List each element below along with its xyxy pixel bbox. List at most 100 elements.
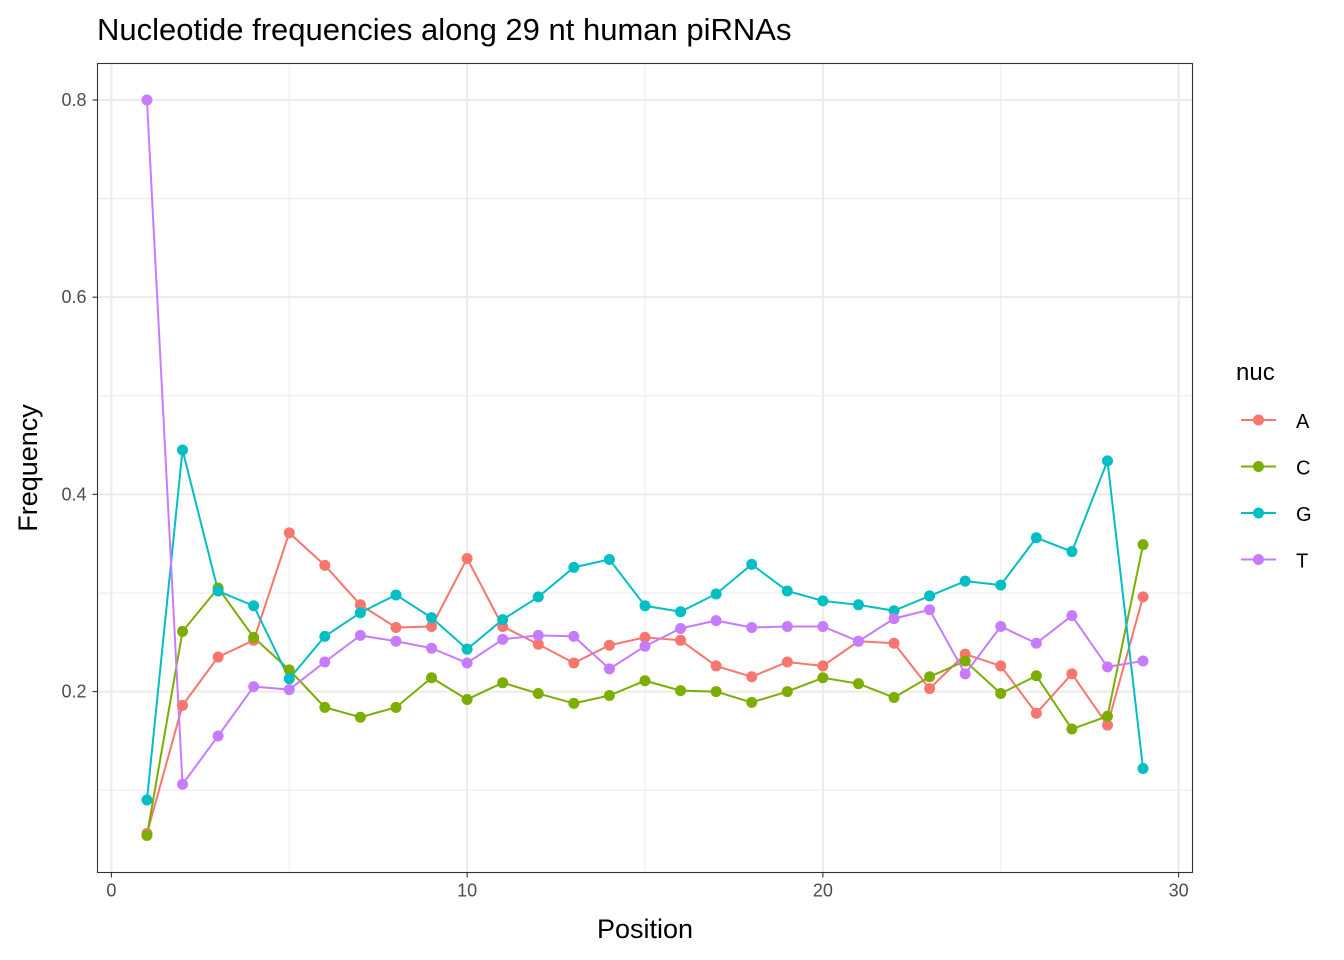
data-point-T	[959, 668, 971, 680]
data-point-A	[639, 631, 651, 643]
data-point-C	[1101, 710, 1113, 722]
data-point-T	[817, 620, 829, 632]
data-point-T	[1101, 661, 1113, 673]
grid	[97, 63, 1193, 873]
data-point-G	[746, 558, 758, 570]
data-point-T	[568, 630, 580, 642]
data-point-T	[995, 620, 1007, 632]
data-point-T	[532, 629, 544, 641]
data-point-A	[1030, 707, 1042, 719]
data-point-T	[710, 615, 722, 627]
data-point-A	[212, 651, 224, 663]
data-point-A	[532, 638, 544, 650]
x-tick-label: 30	[1169, 881, 1189, 901]
data-point-C	[995, 688, 1007, 700]
data-point-T	[603, 663, 615, 675]
data-point-C	[710, 686, 722, 698]
data-point-T	[319, 656, 331, 668]
data-point-G	[568, 561, 580, 573]
data-point-T	[141, 94, 153, 106]
data-point-G	[532, 591, 544, 603]
data-point-G	[1137, 762, 1149, 774]
data-point-G	[461, 643, 473, 655]
data-point-G	[319, 630, 331, 642]
chart-title: Nucleotide frequencies along 29 nt human…	[97, 12, 791, 47]
data-point-C	[319, 701, 331, 713]
data-point-G	[959, 575, 971, 587]
legend-label-G: G	[1296, 504, 1312, 526]
data-point-A	[888, 637, 900, 649]
data-point-T	[639, 640, 651, 652]
data-point-G	[497, 614, 509, 626]
data-point-A	[461, 552, 473, 564]
y-tick-label: 0.2	[61, 682, 86, 702]
data-point-C	[1066, 723, 1078, 735]
data-point-G	[603, 553, 615, 565]
data-point-C	[675, 685, 687, 697]
data-point-A	[354, 599, 366, 611]
data-point-T	[248, 681, 260, 693]
data-point-T	[675, 622, 687, 634]
data-point-G	[1101, 455, 1113, 467]
data-point-A	[568, 657, 580, 669]
data-point-A	[1101, 719, 1113, 731]
data-point-T	[924, 604, 936, 616]
y-tick-label: 0.6	[61, 287, 86, 307]
data-point-G	[248, 600, 260, 612]
data-point-G	[995, 579, 1007, 591]
data-point-A	[426, 620, 438, 632]
data-point-C	[568, 697, 580, 709]
panel-border	[96, 62, 1194, 874]
data-point-T	[354, 629, 366, 641]
data-point-T	[426, 642, 438, 654]
legend-label-C: C	[1296, 458, 1310, 480]
y-tick-label: 0.8	[61, 90, 86, 110]
data-point-C	[426, 672, 438, 684]
data-point-G	[924, 590, 936, 602]
legend-key-point-T	[1253, 554, 1264, 565]
data-point-A	[390, 621, 402, 633]
data-point-C	[639, 675, 651, 687]
data-point-C	[603, 690, 615, 702]
data-point-G	[675, 606, 687, 618]
data-point-A	[1066, 668, 1078, 680]
data-point-C	[390, 701, 402, 713]
data-point-C	[781, 686, 793, 698]
data-point-T	[461, 657, 473, 669]
data-point-T	[852, 635, 864, 647]
data-point-C	[141, 830, 153, 842]
data-point-A	[781, 656, 793, 668]
data-point-C	[746, 696, 758, 708]
x-tick-label: 10	[457, 881, 477, 901]
data-point-G	[852, 599, 864, 611]
data-point-A	[995, 660, 1007, 672]
y-axis-label: Frequency	[13, 404, 43, 532]
data-point-T	[781, 620, 793, 632]
data-point-G	[212, 585, 224, 597]
data-point-T	[212, 730, 224, 742]
data-point-C	[959, 655, 971, 667]
data-point-G	[639, 600, 651, 612]
data-point-C	[177, 625, 189, 637]
data-point-G	[283, 673, 295, 685]
legend-key-point-C	[1253, 461, 1264, 472]
data-point-G	[177, 444, 189, 456]
data-point-C	[852, 678, 864, 690]
data-point-T	[390, 635, 402, 647]
data-point-G	[390, 589, 402, 601]
data-point-T	[746, 621, 758, 633]
y-tick-label: 0.4	[61, 484, 86, 504]
data-point-A	[319, 559, 331, 571]
data-point-T	[1030, 637, 1042, 649]
data-point-G	[1066, 546, 1078, 558]
data-point-G	[426, 612, 438, 624]
data-point-A	[675, 634, 687, 646]
data-point-T	[177, 778, 189, 790]
data-point-T	[1066, 610, 1078, 622]
data-point-C	[888, 691, 900, 703]
x-axis: 0 10 20 30	[106, 872, 1189, 901]
data-point-C	[248, 631, 260, 643]
legend-label-T: T	[1296, 551, 1308, 573]
data-point-T	[1137, 655, 1149, 667]
